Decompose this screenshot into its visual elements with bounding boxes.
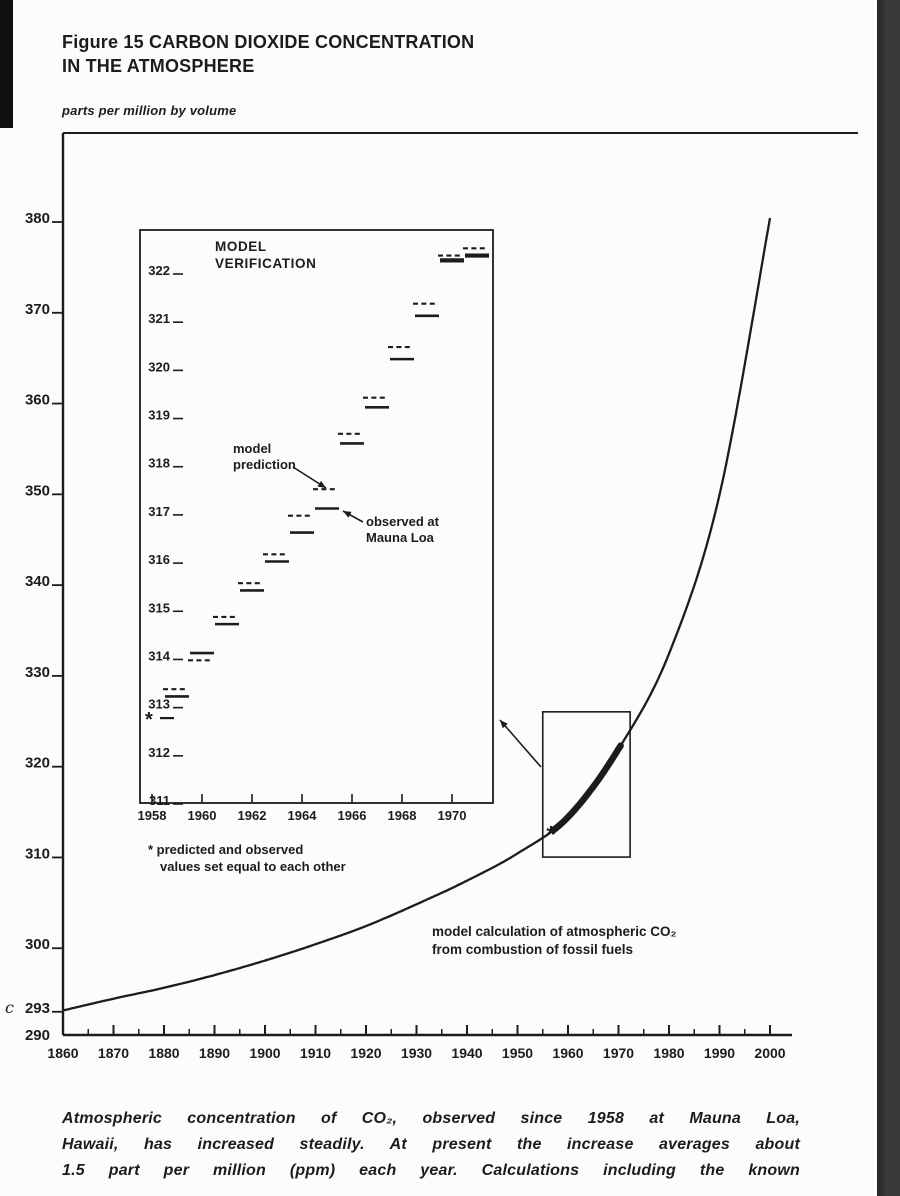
scan-artifact-right-edge	[877, 0, 900, 1196]
inset-x-tick-label: 1968	[388, 808, 417, 823]
x-tick-label: 1870	[98, 1045, 129, 1061]
inset-y-tick-label: 317	[148, 504, 170, 519]
inset-footnote-line-2: values set equal to each other	[160, 859, 346, 874]
inset-title-line-2: VERIFICATION	[215, 256, 316, 271]
caption-line-3: 1.5 part per million (ppm) each year. Ca…	[62, 1162, 800, 1179]
inset-chart: 322 321 320 319 318 317 316 315 314 313 312 3111958…	[138, 229, 494, 823]
observed-mauna-loa-overlay	[550, 742, 624, 834]
inset-y-tick-label: 320	[148, 359, 170, 374]
y-tick-label: 360	[25, 392, 50, 409]
y-tick-label: 350	[25, 482, 50, 499]
highlight-box	[541, 711, 631, 858]
inset-y-tick-label: 311	[149, 793, 170, 808]
axes	[61, 132, 858, 1037]
inset-y-tick-label: 319	[148, 408, 170, 423]
inset-label-model-line-1: model	[233, 441, 271, 456]
inset-label-observed-line-2: Mauna Loa	[366, 530, 435, 545]
inset-x-tick-label: 1958	[138, 808, 167, 823]
arrowhead	[500, 720, 508, 729]
inset-x-tick-label: 1966	[338, 808, 367, 823]
y-tick-label: 330	[25, 664, 50, 681]
x-tick-label: 1950	[502, 1045, 533, 1061]
inset-x-tick-label: 1960	[188, 808, 217, 823]
inset-frame	[139, 229, 494, 804]
x-tick-label: 1860	[47, 1045, 78, 1061]
model-calculation-curve	[62, 217, 772, 1012]
figure-caption: Atmospheric concentration of CO₂, observ…	[62, 1106, 800, 1184]
figure-title-line-2: IN THE ATMOSPHERE	[62, 56, 255, 77]
x-tick-label: 1940	[451, 1045, 482, 1061]
y-axis-unit-label: parts per million by volume	[62, 103, 237, 118]
x-tick-label: 1890	[199, 1045, 230, 1061]
inset-footnote-line-1: * predicted and observed	[148, 842, 303, 857]
arrowhead	[317, 480, 326, 488]
model-curve	[62, 217, 772, 1012]
arrowhead	[343, 511, 352, 518]
x-tick-label: 1920	[350, 1045, 381, 1061]
figure-title-line-1: Figure 15 CARBON DIOXIDE CONCENTRATION	[62, 32, 475, 52]
x-tick-label: 1910	[300, 1045, 331, 1061]
x-tick-label: 1960	[552, 1045, 583, 1061]
x-tick-label: 1980	[653, 1045, 684, 1061]
inset-title-line-1: MODEL	[215, 239, 267, 254]
x-tick-label: 1880	[148, 1045, 179, 1061]
caption-line-1: Atmospheric concentration of CO₂, observ…	[62, 1110, 800, 1127]
inset-y-tick-label: 316	[148, 552, 170, 567]
y-tick-label: 293	[25, 1000, 50, 1017]
scan-artifact-top-left	[0, 0, 13, 128]
y-tick-label: 340	[25, 573, 50, 590]
inset-x-tick-label: 1970	[438, 808, 467, 823]
y-tick-label: 370	[25, 301, 50, 318]
inset-y-tick-label: 318	[148, 456, 170, 471]
curve-annotation-line-2: from combustion of fossil fuels	[432, 942, 633, 957]
inset-x-tick-label: 1962	[238, 808, 267, 823]
inset-y-tick-label: 315	[148, 600, 170, 615]
inset-y-tick-label: 321	[148, 311, 170, 326]
y-tick-label: 290	[25, 1027, 50, 1044]
x-tick-label: 1900	[249, 1045, 280, 1061]
x-tick-label: 1990	[704, 1045, 735, 1061]
x-tick-label: 2000	[754, 1045, 785, 1061]
inset-y-tick-label: 313	[148, 697, 170, 712]
curve-annotation-line-1: model calculation of atmospheric CO₂	[432, 924, 677, 939]
x-axis-ticks: 1860 1870 1880 1890 1900 1910 1920 1930 1940 1950…	[47, 1025, 786, 1061]
asterisk-main: *	[546, 821, 556, 848]
x-tick-label: 1970	[603, 1045, 634, 1061]
caption-line-2: Hawaii, has increased steadily. At prese…	[62, 1136, 800, 1153]
y-tick-label: 310	[25, 845, 50, 862]
highlight: *	[499, 711, 631, 858]
inset-y-tick-label: 322	[148, 263, 170, 278]
x-tick-label: 1930	[401, 1045, 432, 1061]
y-axis-ticks: 380 370 360 350 340 330 320 310 300 293 290	[25, 210, 62, 1044]
asterisk-inset: *	[145, 709, 153, 731]
y-tick-label: 320	[25, 755, 50, 772]
y-tick-label: 300	[25, 936, 50, 953]
inset-y-tick-label: 314	[148, 648, 170, 663]
stray-pen-mark: c	[5, 998, 14, 1017]
inset-y-tick-label: 312	[148, 745, 170, 760]
inset-label-model-line-2: prediction	[233, 457, 296, 472]
curve-annotation: model calculation of atmospheric CO₂ from…	[432, 924, 677, 957]
inset-label-observed-line-1: observed at	[366, 514, 440, 529]
y-tick-label: 380	[25, 210, 50, 227]
inset-x-tick-label: 1964	[288, 808, 318, 823]
inset-footnote: * predicted and observed values set equal…	[148, 842, 346, 874]
figure-title: Figure 15 CARBON DIOXIDE CONCENTRATION I…	[62, 30, 474, 79]
